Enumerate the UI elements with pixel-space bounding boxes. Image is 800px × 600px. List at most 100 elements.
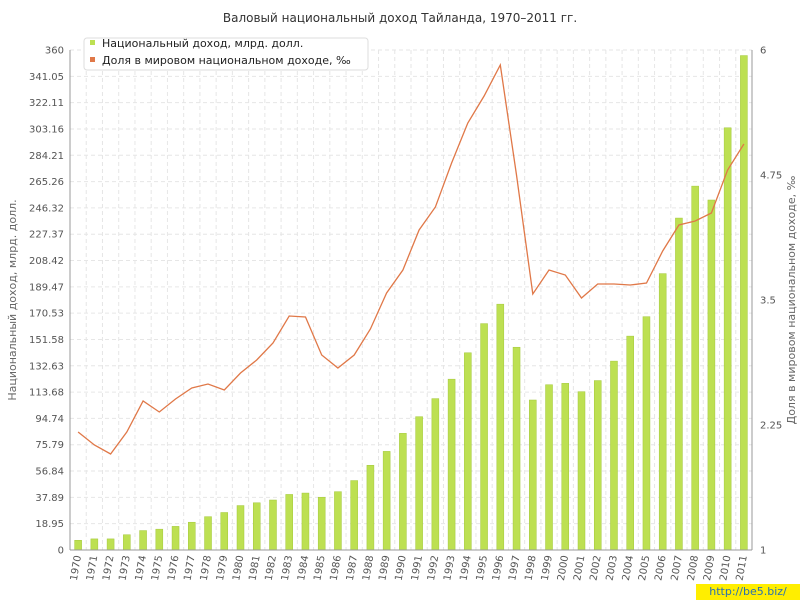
y-tick-label: 132.63: [29, 361, 64, 372]
x-tick-label: 2005: [637, 555, 652, 582]
y-tick-label: 303.16: [29, 124, 64, 135]
bar: [577, 391, 586, 551]
x-tick-label: 2004: [621, 555, 636, 582]
x-tick-label: 1973: [118, 555, 133, 582]
bar: [431, 398, 440, 551]
bar: [447, 378, 456, 551]
x-tick-label: 1999: [540, 555, 555, 582]
bar: [139, 530, 147, 551]
legend-swatch-bar: [90, 40, 95, 45]
x-tick-label: 1976: [166, 555, 181, 582]
legend-swatch-line: [90, 57, 95, 62]
axes: [69, 50, 753, 551]
x-tick-label: 2001: [572, 555, 587, 582]
bar: [252, 502, 261, 551]
bar: [188, 521, 196, 551]
y-tick-label: 189.47: [29, 282, 64, 293]
x-tick-label: 1997: [507, 555, 522, 582]
bar: [317, 496, 326, 551]
x-tick-label: 1998: [523, 555, 538, 582]
x-tick-label: 1978: [199, 555, 214, 582]
x-tick-label: 1970: [69, 555, 84, 582]
x-tick-label: 1994: [459, 555, 474, 582]
y-tick-label: 246.32: [29, 203, 64, 214]
bar: [123, 534, 131, 551]
bar: [512, 346, 521, 551]
y-tick-label: 227.37: [29, 230, 64, 241]
bar: [593, 380, 602, 551]
x-tick-label: 1981: [247, 555, 262, 582]
x-tick-label: 1995: [475, 555, 490, 582]
y-tick-label: 284.21: [29, 151, 64, 162]
x-tick-label: 1977: [182, 555, 197, 582]
y-tick-label: 265.26: [29, 177, 64, 188]
bar: [334, 491, 342, 551]
bar: [366, 465, 375, 551]
x-tick-label: 1974: [134, 555, 149, 582]
line-path: [77, 62, 745, 455]
y-tick-label: 322.11: [29, 98, 64, 109]
x-tick-label: 1979: [215, 555, 230, 582]
x-tick-label: 1984: [296, 555, 311, 582]
x-tick-label: 1980: [231, 555, 246, 582]
y-tick-label: 151.58: [29, 335, 64, 346]
y-tick-label: 18.95: [35, 519, 64, 530]
bar: [74, 540, 82, 551]
bar: [269, 499, 277, 551]
x-tick-label: 1990: [394, 555, 409, 582]
bar: [301, 492, 310, 551]
bar: [740, 55, 748, 551]
x-tick-label: 1983: [280, 555, 295, 582]
y-tick-label: 94.74: [35, 414, 64, 425]
x-tick-label: 1982: [264, 555, 279, 582]
bar: [204, 516, 212, 551]
bar: [561, 383, 570, 551]
y-tick-label: 37.89: [35, 493, 64, 504]
y-tick-label: 0: [58, 546, 64, 557]
bar: [707, 199, 716, 551]
x-tick-label: 2010: [718, 555, 733, 582]
x-tick-label: 2008: [686, 555, 701, 582]
bar: [285, 494, 293, 551]
y-tick-label: 56.84: [35, 467, 64, 478]
bar: [220, 512, 229, 551]
bar: [399, 433, 407, 551]
bar: [90, 538, 99, 551]
bar: [626, 335, 634, 551]
x-tick-label: 1986: [329, 555, 344, 582]
bar: [464, 352, 472, 551]
line-series: [77, 62, 745, 455]
x-tick-label: 1972: [101, 555, 116, 582]
bar: [171, 526, 180, 551]
x-tick-label: 1996: [491, 555, 506, 582]
bar: [236, 505, 245, 551]
x-tick-label: 1975: [150, 555, 165, 582]
y2-tick-label: 6: [760, 46, 766, 57]
right-axis-ticks: 1 2.25 3.5 4.75 6: [760, 46, 782, 557]
bar: [545, 384, 553, 551]
x-tick-label: 1989: [377, 555, 392, 582]
x-tick-label: 1991: [410, 555, 425, 582]
x-tick-label: 2006: [653, 555, 668, 582]
bar: [691, 185, 699, 551]
x-tick-label: 2007: [670, 555, 685, 582]
bar: [155, 528, 164, 551]
x-tick-label: 1971: [85, 555, 100, 582]
y-tick-label: 208.42: [29, 256, 64, 267]
y-tick-label: 75.79: [35, 440, 64, 451]
x-axis-ticks: 1970 1971 1972 1973 1974 1975 1976 1977 1978 1979…: [69, 555, 750, 582]
left-axis-ticks: 0 18.95 37.89 56.84 75.79 94.74 113.68 132.63 15…: [29, 46, 64, 557]
bar: [610, 360, 618, 551]
y2-tick-label: 1: [760, 546, 766, 557]
y-tick-label: 360: [45, 46, 64, 57]
y-tick-label: 341.05: [29, 72, 64, 83]
bar: [658, 273, 667, 551]
x-tick-label: 1992: [426, 555, 441, 582]
bar-series: [74, 55, 748, 551]
watermark: http://be5.biz/: [696, 584, 800, 600]
bar: [529, 399, 537, 551]
x-tick-label: 1987: [345, 555, 360, 582]
x-tick-label: 1988: [361, 555, 376, 582]
bar: [642, 316, 651, 551]
bar: [382, 451, 391, 551]
